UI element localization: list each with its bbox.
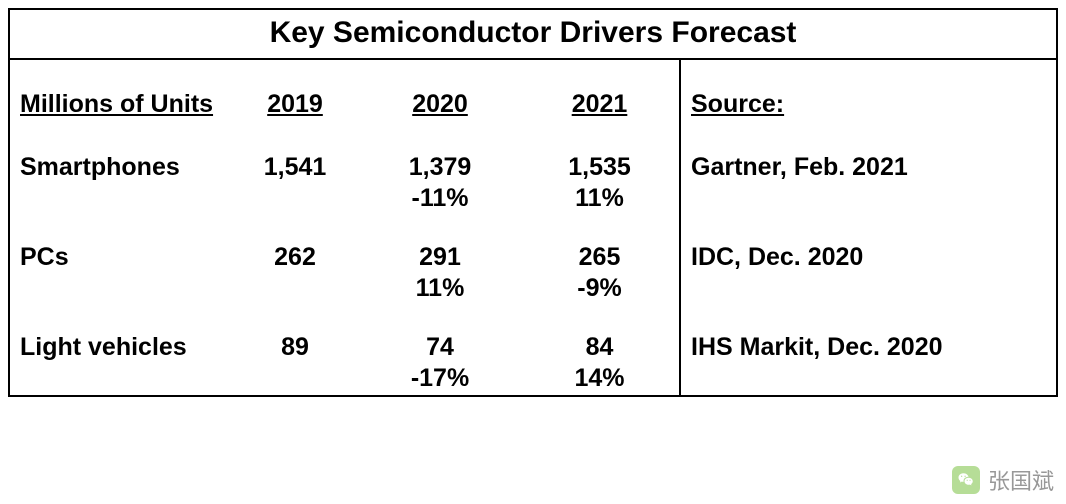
header-2019: 2019 xyxy=(230,59,360,125)
cell-2021-pct: 14% xyxy=(520,364,680,395)
wechat-icon xyxy=(952,466,980,494)
header-2020: 2020 xyxy=(360,59,520,125)
row-label: Smartphones xyxy=(10,153,230,184)
header-2021: 2021 xyxy=(520,59,680,125)
table-row: PCs 262 291 265 IDC, Dec. 2020 xyxy=(10,243,1056,274)
cell-2020: 74 xyxy=(360,333,520,364)
spacer-row xyxy=(10,215,1056,243)
cell-2020: 1,379 xyxy=(360,153,520,184)
table-row: Light vehicles 89 74 84 IHS Markit, Dec.… xyxy=(10,333,1056,364)
spacer-row xyxy=(10,125,1056,153)
spacer-row xyxy=(10,305,1056,333)
table-row: Smartphones 1,541 1,379 1,535 Gartner, F… xyxy=(10,153,1056,184)
cell-source: IHS Markit, Dec. 2020 xyxy=(680,333,1056,364)
cell-2020-pct: -11% xyxy=(360,184,520,215)
cell-2021: 84 xyxy=(520,333,680,364)
row-label: PCs xyxy=(10,243,230,274)
cell-2019: 1,541 xyxy=(230,153,360,184)
header-row: Millions of Units 2019 2020 2021 Source: xyxy=(10,59,1056,125)
table-row-pct: -11% 11% xyxy=(10,184,1056,215)
header-source: Source: xyxy=(680,59,1056,125)
table-title: Key Semiconductor Drivers Forecast xyxy=(10,10,1056,59)
cell-2020-pct: -17% xyxy=(360,364,520,395)
cell-2019: 262 xyxy=(230,243,360,274)
cell-2021-pct: -9% xyxy=(520,274,680,305)
cell-source: IDC, Dec. 2020 xyxy=(680,243,1056,274)
title-row: Key Semiconductor Drivers Forecast xyxy=(10,10,1056,59)
cell-2021-pct: 11% xyxy=(520,184,680,215)
table-row-pct: 11% -9% xyxy=(10,274,1056,305)
cell-2021: 1,535 xyxy=(520,153,680,184)
data-table: Key Semiconductor Drivers Forecast Milli… xyxy=(10,10,1056,395)
forecast-table: Key Semiconductor Drivers Forecast Milli… xyxy=(8,8,1058,397)
table-row-pct: -17% 14% xyxy=(10,364,1056,395)
cell-source: Gartner, Feb. 2021 xyxy=(680,153,1056,184)
cell-2020: 291 xyxy=(360,243,520,274)
row-label: Light vehicles xyxy=(10,333,230,364)
cell-2019: 89 xyxy=(230,333,360,364)
header-label: Millions of Units xyxy=(10,59,230,125)
watermark-text: 张国斌 xyxy=(988,464,1054,496)
cell-2021: 265 xyxy=(520,243,680,274)
cell-2020-pct: 11% xyxy=(360,274,520,305)
watermark: 张国斌 xyxy=(952,464,1054,496)
